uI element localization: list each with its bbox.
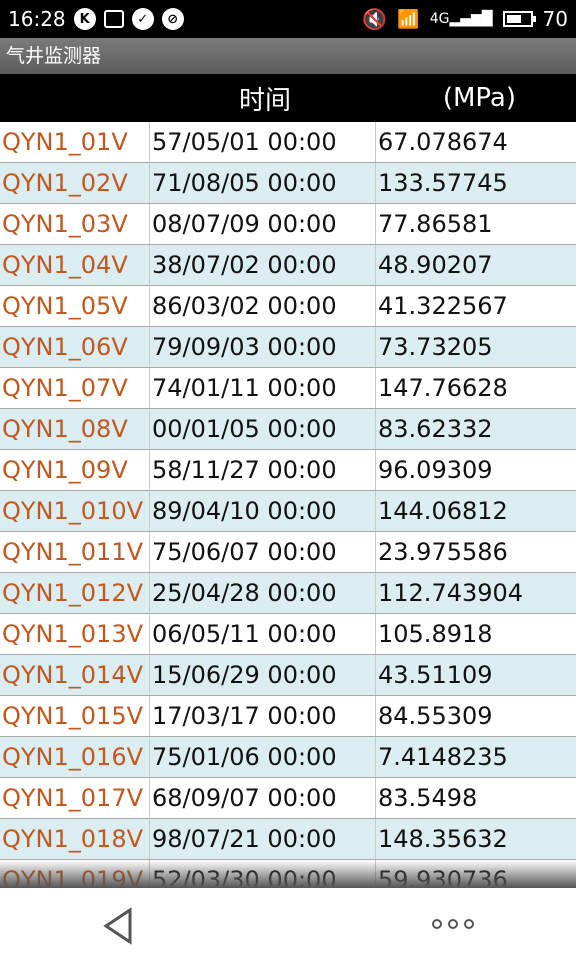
cell-id: QYN1_01V <box>0 122 150 162</box>
table-row[interactable]: QYN1_017V 68/09/07 00:00 83.5498 <box>0 778 576 819</box>
more-dots-icon[interactable] <box>432 914 480 934</box>
cell-time: 89/04/10 00:00 <box>150 491 376 531</box>
cell-id: QYN1_015V <box>0 696 150 736</box>
block-icon: ⊘ <box>161 8 184 30</box>
cell-pressure: 23.975586 <box>378 538 508 566</box>
cell-id: QYN1_013V <box>0 614 150 654</box>
cell-time: 75/01/06 00:00 <box>150 737 376 777</box>
table-header: 时间 (MPa) <box>0 74 576 122</box>
cell-time: 06/05/11 00:00 <box>150 614 376 654</box>
status-right: 🔇 📶 4G▂▄▆█ 70 <box>362 7 568 31</box>
cell-pressure: 73.73205 <box>378 333 493 361</box>
battery-level: 70 <box>542 7 568 31</box>
cell-pressure: 83.62332 <box>378 415 493 443</box>
table-row[interactable]: QYN1_018V 98/07/21 00:00 148.35632 <box>0 819 576 860</box>
table-row[interactable]: QYN1_015V 17/03/17 00:00 84.55309 <box>0 696 576 737</box>
cell-pressure: 105.8918 <box>378 620 493 648</box>
cell-id: QYN1_016V <box>0 737 150 777</box>
cell-pressure: 144.06812 <box>378 497 508 525</box>
cell-id: QYN1_012V <box>0 573 150 613</box>
cell-time: 57/05/01 00:00 <box>150 122 376 162</box>
table-row[interactable]: QYN1_02V 71/08/05 00:00 133.57745 <box>0 163 576 204</box>
cell-time: 38/07/02 00:00 <box>150 245 376 285</box>
cell-pressure: 48.90207 <box>378 251 493 279</box>
table-row[interactable]: QYN1_014V 15/06/29 00:00 43.51109 <box>0 655 576 696</box>
navigation-bar <box>0 888 576 960</box>
cell-pressure: 67.078674 <box>378 128 508 156</box>
battery-icon <box>502 11 536 27</box>
check-icon: ✓ <box>131 8 154 30</box>
cell-time: 08/07/09 00:00 <box>150 204 376 244</box>
table-row[interactable]: QYN1_07V 74/01/11 00:00 147.76628 <box>0 368 576 409</box>
header-time: 时间 <box>238 85 291 116</box>
table-row[interactable]: QYN1_016V 75/01/06 00:00 7.4148235 <box>0 737 576 778</box>
signal-4g-icon: 4G▂▄▆█ <box>429 11 493 27</box>
cell-pressure: 83.5498 <box>378 784 478 812</box>
cell-id: QYN1_08V <box>0 409 150 449</box>
table-row[interactable]: QYN1_01V 57/05/01 00:00 67.078674 <box>0 122 576 163</box>
cell-time: 17/03/17 00:00 <box>150 696 376 736</box>
cell-pressure: 7.4148235 <box>378 743 508 771</box>
cell-time: 86/03/02 00:00 <box>150 286 376 326</box>
status-time: 16:28 <box>8 7 66 31</box>
cell-pressure: 112.743904 <box>378 579 524 607</box>
table-row[interactable]: QYN1_03V 08/07/09 00:00 77.86581 <box>0 204 576 245</box>
cell-pressure: 84.55309 <box>378 702 493 730</box>
cell-id: QYN1_03V <box>0 204 150 244</box>
back-triangle-icon[interactable] <box>100 906 140 946</box>
cell-time: 68/09/07 00:00 <box>150 778 376 818</box>
table-row[interactable]: QYN1_010V 89/04/10 00:00 144.06812 <box>0 491 576 532</box>
cell-pressure: 41.322567 <box>378 292 508 320</box>
cell-id: QYN1_09V <box>0 450 150 490</box>
cell-id: QYN1_017V <box>0 778 150 818</box>
app-title: 气井监测器 <box>0 38 576 74</box>
cell-pressure: 96.09309 <box>378 456 493 484</box>
cell-time: 75/06/07 00:00 <box>150 532 376 572</box>
table-row[interactable]: QYN1_013V 06/05/11 00:00 105.8918 <box>0 614 576 655</box>
cell-id: QYN1_014V <box>0 655 150 695</box>
cell-time: 79/09/03 00:00 <box>150 327 376 367</box>
cell-id: QYN1_018V <box>0 819 150 859</box>
scroll-fade <box>0 860 576 888</box>
header-pressure: (MPa) <box>442 83 516 113</box>
table-row[interactable]: QYN1_05V 86/03/02 00:00 41.322567 <box>0 286 576 327</box>
status-bar: 16:28 K ✓ ⊘ 🔇 📶 4G▂▄▆█ 70 <box>0 0 576 38</box>
table-row[interactable]: QYN1_06V 79/09/03 00:00 73.73205 <box>0 327 576 368</box>
cell-time: 71/08/05 00:00 <box>150 163 376 203</box>
cell-pressure: 133.57745 <box>378 169 508 197</box>
table-row[interactable]: QYN1_04V 38/07/02 00:00 48.90207 <box>0 245 576 286</box>
cell-id: QYN1_05V <box>0 286 150 326</box>
cell-pressure: 147.76628 <box>378 374 508 402</box>
table-body[interactable]: QYN1_01V 57/05/01 00:00 67.078674 QYN1_02V 7… <box>0 122 576 886</box>
mute-icon: 🔇 <box>362 7 388 31</box>
k-icon: K <box>73 8 96 30</box>
cell-id: QYN1_02V <box>0 163 150 203</box>
cell-pressure: 77.86581 <box>378 210 493 238</box>
cell-id: QYN1_07V <box>0 368 150 408</box>
table-row[interactable]: QYN1_011V 75/06/07 00:00 23.975586 <box>0 532 576 573</box>
cell-pressure: 43.51109 <box>378 661 493 689</box>
cell-id: QYN1_06V <box>0 327 150 367</box>
cell-time: 00/01/05 00:00 <box>150 409 376 449</box>
cell-time: 98/07/21 00:00 <box>150 819 376 859</box>
cell-time: 25/04/28 00:00 <box>150 573 376 613</box>
cell-id: QYN1_011V <box>0 532 150 572</box>
wifi-icon: 📶 <box>397 8 420 30</box>
cell-time: 15/06/29 00:00 <box>150 655 376 695</box>
cell-id: QYN1_04V <box>0 245 150 285</box>
table-row[interactable]: QYN1_09V 58/11/27 00:00 96.09309 <box>0 450 576 491</box>
cell-time: 58/11/27 00:00 <box>150 450 376 490</box>
image-icon <box>103 10 124 28</box>
table-row[interactable]: QYN1_08V 00/01/05 00:00 83.62332 <box>0 409 576 450</box>
cell-id: QYN1_010V <box>0 491 150 531</box>
cell-time: 74/01/11 00:00 <box>150 368 376 408</box>
header-id <box>0 74 150 122</box>
cell-pressure: 148.35632 <box>378 825 508 853</box>
table-row[interactable]: QYN1_012V 25/04/28 00:00 112.743904 <box>0 573 576 614</box>
